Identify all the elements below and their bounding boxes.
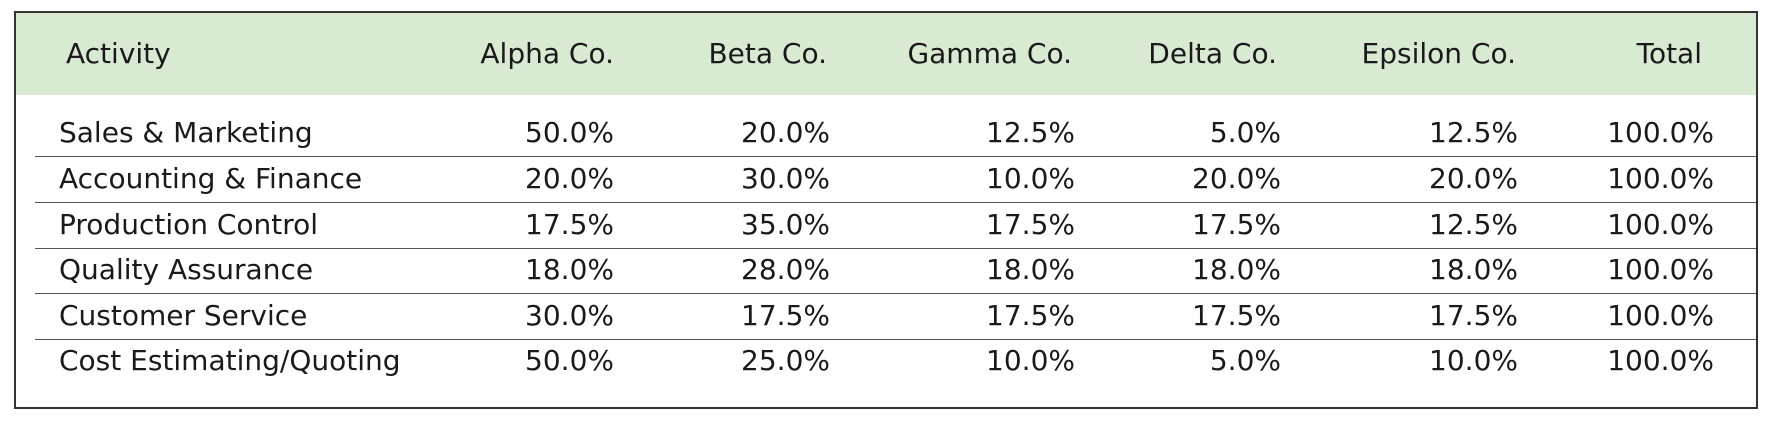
cell-value: 17.5% (986, 208, 1075, 241)
header-band (16, 13, 1756, 95)
cell-value: 25.0% (741, 344, 830, 377)
row-separator (35, 293, 1756, 294)
column-header: Activity (66, 37, 171, 70)
cell-value: 18.0% (1429, 253, 1518, 286)
cell-value: 20.0% (1429, 162, 1518, 195)
cell-value: 100.0% (1607, 162, 1714, 195)
cell-value: 12.5% (1429, 208, 1518, 241)
cell-value: 18.0% (986, 253, 1075, 286)
cell-value: 18.0% (1192, 253, 1281, 286)
column-header: Gamma Co. (907, 37, 1072, 70)
row-separator (35, 156, 1756, 157)
cell-value: 50.0% (525, 116, 614, 149)
cell-value: 12.5% (1429, 116, 1518, 149)
cell-value: 17.5% (1192, 299, 1281, 332)
cell-value: 50.0% (525, 344, 614, 377)
column-header: Delta Co. (1148, 37, 1277, 70)
cell-value: 10.0% (986, 344, 1075, 377)
cell-value: 100.0% (1607, 208, 1714, 241)
table-frame: Activity Alpha Co. Beta Co. Gamma Co. Delta … (14, 11, 1758, 409)
cell-value: 100.0% (1607, 344, 1714, 377)
row-label: Cost Estimating/Quoting (59, 344, 401, 377)
cell-value: 17.5% (1429, 299, 1518, 332)
cell-value: 100.0% (1607, 299, 1714, 332)
cell-value: 17.5% (741, 299, 830, 332)
row-separator (35, 247, 1756, 249)
cell-value: 20.0% (525, 162, 614, 195)
cell-value: 35.0% (741, 208, 830, 241)
cell-value: 28.0% (741, 253, 830, 286)
row-label: Customer Service (59, 299, 308, 332)
cell-value: 18.0% (525, 253, 614, 286)
row-separator (35, 338, 1756, 340)
cell-value: 10.0% (986, 162, 1075, 195)
cell-value: 30.0% (741, 162, 830, 195)
cell-value: 10.0% (1429, 344, 1518, 377)
cell-value: 12.5% (986, 116, 1075, 149)
row-label: Accounting & Finance (59, 162, 363, 195)
cell-value: 100.0% (1607, 116, 1714, 149)
cell-value: 20.0% (741, 116, 830, 149)
cell-value: 30.0% (525, 299, 614, 332)
row-label: Sales & Marketing (59, 116, 313, 149)
cell-value: 17.5% (525, 208, 614, 241)
row-label: Production Control (59, 208, 319, 241)
row-label: Quality Assurance (59, 253, 314, 286)
column-header: Total (1636, 37, 1702, 70)
cell-value: 100.0% (1607, 253, 1714, 286)
cell-value: 20.0% (1192, 162, 1281, 195)
column-header: Alpha Co. (480, 37, 614, 70)
column-header: Beta Co. (708, 37, 827, 70)
row-separator (35, 202, 1756, 203)
column-header: Epsilon Co. (1361, 37, 1516, 70)
cell-value: 17.5% (986, 299, 1075, 332)
cell-value: 5.0% (1209, 344, 1281, 377)
cell-value: 5.0% (1209, 116, 1281, 149)
cell-value: 17.5% (1192, 208, 1281, 241)
